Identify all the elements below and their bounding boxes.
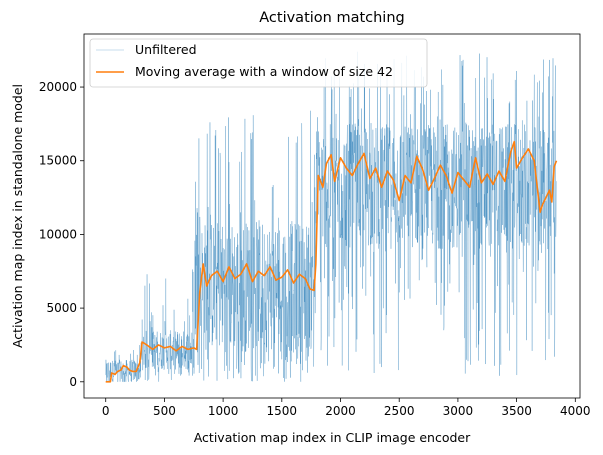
- x-axis-label: Activation map index in CLIP image encod…: [194, 430, 471, 445]
- y-axis-ticks: 0 5000 10000 15000 20000: [39, 80, 84, 389]
- x-tick-label: 3000: [443, 404, 474, 418]
- y-tick-label: 5000: [46, 301, 77, 315]
- x-axis-ticks: 0 500 1000 1500 2000 2500 3000 3500 4000: [102, 398, 591, 418]
- x-tick-label: 2000: [325, 404, 356, 418]
- x-tick-label: 1500: [267, 404, 298, 418]
- legend-label-moving-average: Moving average with a window of size 42: [135, 64, 393, 79]
- series-layer: [105, 51, 558, 383]
- y-tick-label: 20000: [39, 80, 77, 94]
- legend-label-unfiltered: Unfiltered: [135, 42, 197, 57]
- series-line-unfiltered: [105, 51, 557, 382]
- plot-area: [83, 33, 581, 399]
- x-tick-label: 0: [102, 404, 110, 418]
- legend: Unfiltered Moving average with a window …: [89, 38, 428, 88]
- y-tick-label: 15000: [39, 154, 77, 168]
- legend-frame: [89, 38, 428, 88]
- y-tick-label: 0: [69, 375, 77, 389]
- axes-frame: [83, 33, 581, 399]
- x-tick-label: 500: [153, 404, 176, 418]
- y-axis-label: Activation map index in standalone model: [10, 84, 25, 348]
- y-tick-label: 10000: [39, 227, 77, 241]
- x-tick-label: 4000: [560, 404, 591, 418]
- x-tick-label: 2500: [384, 404, 415, 418]
- x-tick-label: 1000: [208, 404, 239, 418]
- series-line-moving-average: [105, 140, 558, 383]
- x-tick-label: 3500: [501, 404, 532, 418]
- chart-title: Activation matching: [259, 10, 404, 26]
